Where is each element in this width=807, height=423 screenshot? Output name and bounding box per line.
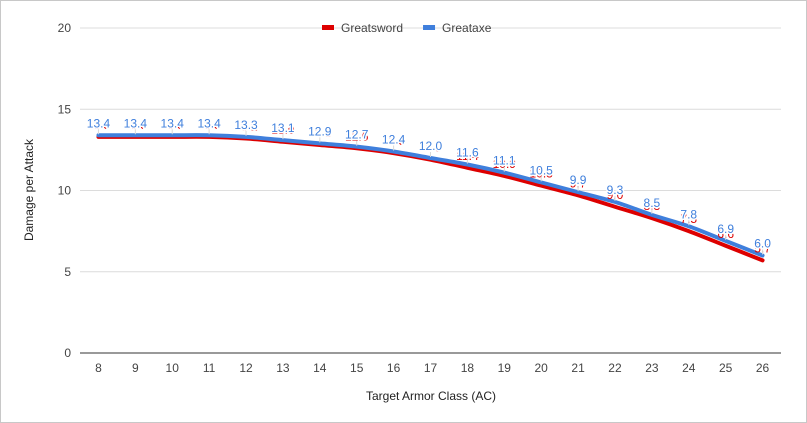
- gridlines: [80, 27, 781, 354]
- x-tick-label: 21: [571, 361, 585, 375]
- x-axis-title: Target Armor Class (AC): [366, 389, 496, 403]
- data-label-greatsword: 8.3: [644, 199, 661, 213]
- x-tick-label: 19: [498, 361, 512, 375]
- x-tick-label: 18: [461, 361, 475, 375]
- data-label-greataxe: 12.4: [382, 133, 406, 147]
- x-tick-label: 23: [645, 361, 659, 375]
- x-tick-label: 14: [313, 361, 327, 375]
- series-lines: [96, 133, 765, 263]
- x-tick-label: 10: [166, 361, 180, 375]
- data-label-greataxe: 11.6: [456, 146, 479, 160]
- y-tick-label: 20: [58, 21, 72, 35]
- data-label-greataxe: 12.9: [308, 124, 332, 138]
- data-label-greatsword: 13.0: [271, 123, 295, 137]
- data-label-greataxe: 9.3: [607, 183, 624, 197]
- data-label-greatsword: 9.7: [570, 176, 587, 190]
- data-label-greatsword: 10.9: [493, 157, 517, 171]
- legend-label-greatsword: Greatsword: [341, 21, 403, 35]
- series-line-greataxe: [96, 133, 765, 258]
- data-label-greatsword: 13.3: [161, 118, 185, 132]
- data-label-greatsword: 10.3: [530, 167, 554, 181]
- y-axis-ticks: 0 5 10 15 20: [58, 21, 72, 360]
- legend: Greatsword Greataxe: [322, 21, 492, 35]
- data-label-greatsword: 13.2: [234, 120, 258, 134]
- y-axis-title: Damage per Attack: [22, 138, 36, 241]
- data-label-greataxe: 13.1: [271, 121, 295, 135]
- data-label-greataxe: 13.4: [87, 116, 111, 130]
- data-label-greatsword: 13.3: [124, 118, 148, 132]
- data-label-greatsword: 6.6: [717, 227, 734, 241]
- y-tick-label: 0: [64, 346, 71, 360]
- data-label-greataxe: 6.9: [717, 222, 734, 236]
- x-tick-label: 22: [608, 361, 622, 375]
- data-label-greatsword: 12.8: [308, 126, 332, 140]
- x-tick-label: 26: [756, 361, 770, 375]
- x-tick-label: 15: [350, 361, 364, 375]
- data-label-greatsword: 11.9: [419, 141, 442, 155]
- data-label-greataxe: 12.0: [419, 139, 443, 153]
- legend-swatch-greatsword: [322, 25, 334, 30]
- data-label-greataxe: 13.4: [124, 116, 148, 130]
- legend-label-greataxe: Greataxe: [442, 21, 492, 35]
- x-tick-label: 16: [387, 361, 401, 375]
- data-label-greataxe: 8.5: [644, 196, 661, 210]
- data-label-greataxe: 13.4: [161, 116, 185, 130]
- x-axis-ticks: 8 9 10 11 12 13 14 15 16 17 18 19 20 21 22 23 24 25 26: [95, 361, 769, 375]
- x-tick-label: 25: [719, 361, 733, 375]
- data-label-greatsword: 13.3: [87, 118, 111, 132]
- data-label-greatsword: 12.3: [382, 134, 406, 148]
- data-label-greataxe: 11.1: [493, 154, 516, 168]
- x-tick-label: 17: [424, 361, 438, 375]
- y-tick-label: 5: [64, 265, 71, 279]
- data-label-greatsword: 12.6: [345, 129, 369, 143]
- data-labels: 13.3 13.3 13.3 13.3 13.2 13.0 12.8 12.6 12.3 11.9…: [85, 115, 772, 256]
- data-label-greataxe: 12.7: [345, 128, 369, 142]
- legend-swatch-greataxe: [423, 25, 436, 30]
- data-label-greatsword: 11.4: [456, 149, 479, 163]
- data-label-greataxe: 9.9: [570, 173, 587, 187]
- x-tick-label: 20: [535, 361, 549, 375]
- x-tick-label: 13: [276, 361, 290, 375]
- y-tick-label: 15: [58, 102, 72, 116]
- x-tick-label: 11: [203, 361, 216, 375]
- data-label-greataxe: 7.8: [680, 207, 697, 221]
- y-tick-label: 10: [58, 184, 72, 198]
- x-tick-label: 9: [132, 361, 139, 375]
- x-tick-label: 24: [682, 361, 696, 375]
- data-label-greataxe: 6.0: [754, 237, 771, 251]
- data-label-greatsword: 9.0: [607, 188, 624, 202]
- data-label-greatsword: 7.5: [680, 212, 697, 226]
- data-label-greatsword: 13.3: [197, 118, 221, 132]
- data-label-greataxe: 13.4: [197, 116, 221, 130]
- data-label-greataxe: 13.3: [234, 118, 258, 132]
- data-label-greataxe: 10.5: [530, 163, 554, 177]
- x-tick-label: 8: [95, 361, 102, 375]
- data-label-greatsword: 5.7: [754, 241, 771, 255]
- x-tick-label: 12: [239, 361, 253, 375]
